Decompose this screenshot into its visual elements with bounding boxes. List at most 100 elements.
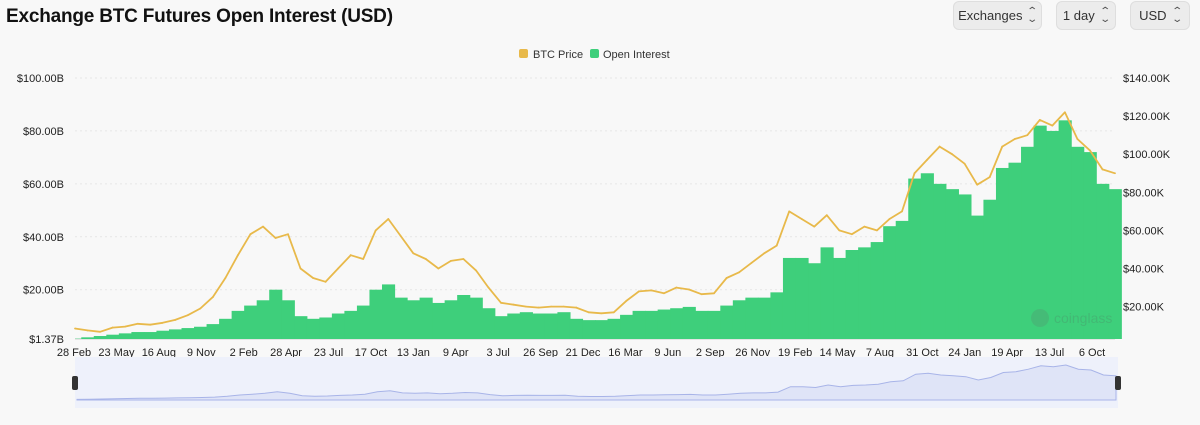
btc-price-point [988,176,991,178]
open-interest-bar [407,300,421,339]
btc-price-point [174,319,177,321]
open-interest-bar [206,324,220,339]
btc-price-point [913,172,916,175]
btc-price-point [825,214,828,217]
x-tick-label: 26 Sep [523,347,558,359]
y-left-tick-label: $80.00B [23,126,64,138]
open-interest-bar [106,334,120,339]
navigator-left-handle[interactable] [72,376,78,390]
btc-price-point [462,258,465,260]
btc-price-point [287,233,289,236]
x-tick-label: 28 Feb [57,347,91,359]
open-interest-bar [231,310,245,339]
open-interest-bar [1046,130,1060,339]
btc-price-point [901,210,903,213]
btc-price-point [161,321,164,324]
y-left-tick-label: $20.00B [23,285,64,297]
btc-price-point [713,292,715,295]
open-interest-bar [432,302,446,339]
btc-price-point [399,235,402,238]
btc-price-point [211,296,214,298]
open-interest-bar [983,199,997,339]
open-interest-bar [344,310,358,339]
legend-label-btc-price[interactable]: BTC Price [533,49,583,61]
open-interest-bar [281,300,295,339]
navigator-right-handle[interactable] [1115,376,1121,390]
open-interest-bar [1033,125,1047,339]
btc-price-point [450,259,452,262]
btc-price-point [224,277,227,279]
open-interest-bar [469,297,483,339]
btc-price-point [788,210,791,213]
exchanges-select[interactable]: Exchanges ⌃ ⌄ [953,1,1042,30]
x-tick-label: 24 Jan [948,347,981,359]
page-title: Exchange BTC Futures Open Interest (USD) [6,6,393,27]
open-interest-bar [958,194,972,339]
btc-price-point [813,225,816,228]
btc-price-point [86,329,89,332]
open-interest-bar [569,318,584,339]
btc-price-point [74,327,76,330]
x-tick-label: 23 Jul [314,347,343,359]
y-right-tick-label: $120.00K [1123,111,1171,123]
open-interest-bar [244,305,258,339]
x-tick-label: 2 Sep [696,347,725,359]
btc-price-point [236,254,239,257]
open-interest-bar [419,297,433,339]
open-interest-bar [1021,146,1035,339]
btc-price-point [1114,172,1116,175]
open-interest-bar [745,297,759,339]
sort-chevron-icon: ⌃ ⌄ [1099,5,1111,25]
open-interest-bar [369,289,383,339]
btc-price-point [963,162,966,165]
btc-price-series [74,111,1116,333]
open-interest-bar [870,242,884,339]
x-tick-label: 2 Feb [230,347,258,359]
legend-label-open-interest[interactable]: Open Interest [603,49,670,61]
open-interest-bar [808,263,822,339]
btc-price-point [612,311,615,314]
range-navigator[interactable] [72,357,1121,408]
y-left-tick-label: $40.00B [23,232,64,244]
btc-price-point [1013,138,1016,140]
btc-price-point [600,312,603,315]
btc-price-point [299,267,302,270]
open-interest-bar [156,330,170,339]
btc-price-point [1001,145,1004,148]
btc-price-point [850,233,853,236]
btc-price-point [124,325,127,328]
x-tick-label: 7 Aug [866,347,894,359]
btc-price-point [99,330,101,333]
y-axis-left: $1.37B $20.00B $40.00B $60.00B $80.00B $100.0… [17,73,64,346]
chart-legend: BTC Price Open Interest [519,49,670,61]
open-interest-bar [770,292,784,339]
legend-swatch-btc-price [519,49,528,58]
open-interest-bar [607,318,621,339]
open-interest-bar [833,257,847,339]
x-tick-label: 9 Nov [187,347,216,359]
watermark-text: coinglass [1054,310,1112,326]
open-interest-bar [782,257,797,339]
btc-price-point [1101,168,1104,171]
btc-price-point [976,183,979,186]
btc-price-line [74,111,1116,333]
btc-price-point [111,326,114,329]
open-interest-bar [883,226,897,339]
btc-price-point [149,323,152,326]
open-interest-series [75,120,1122,339]
btc-price-point [637,290,640,293]
btc-price-point [1051,124,1054,127]
btc-price-point [136,322,139,325]
btc-price-point [387,218,390,220]
btc-price-point [1026,134,1029,137]
btc-price-point [725,277,728,279]
btc-price-point [199,307,202,310]
currency-select[interactable]: USD ⌃ ⌄ [1130,1,1190,30]
open-interest-bar [1096,183,1110,339]
interval-select[interactable]: 1 day ⌃ ⌄ [1056,1,1116,30]
open-interest-bar [845,250,859,339]
btc-price-point [587,311,590,314]
x-tick-label: 17 Oct [355,347,387,359]
y-left-tick-label: $1.37B [29,334,64,346]
x-tick-label: 16 Aug [142,347,176,359]
